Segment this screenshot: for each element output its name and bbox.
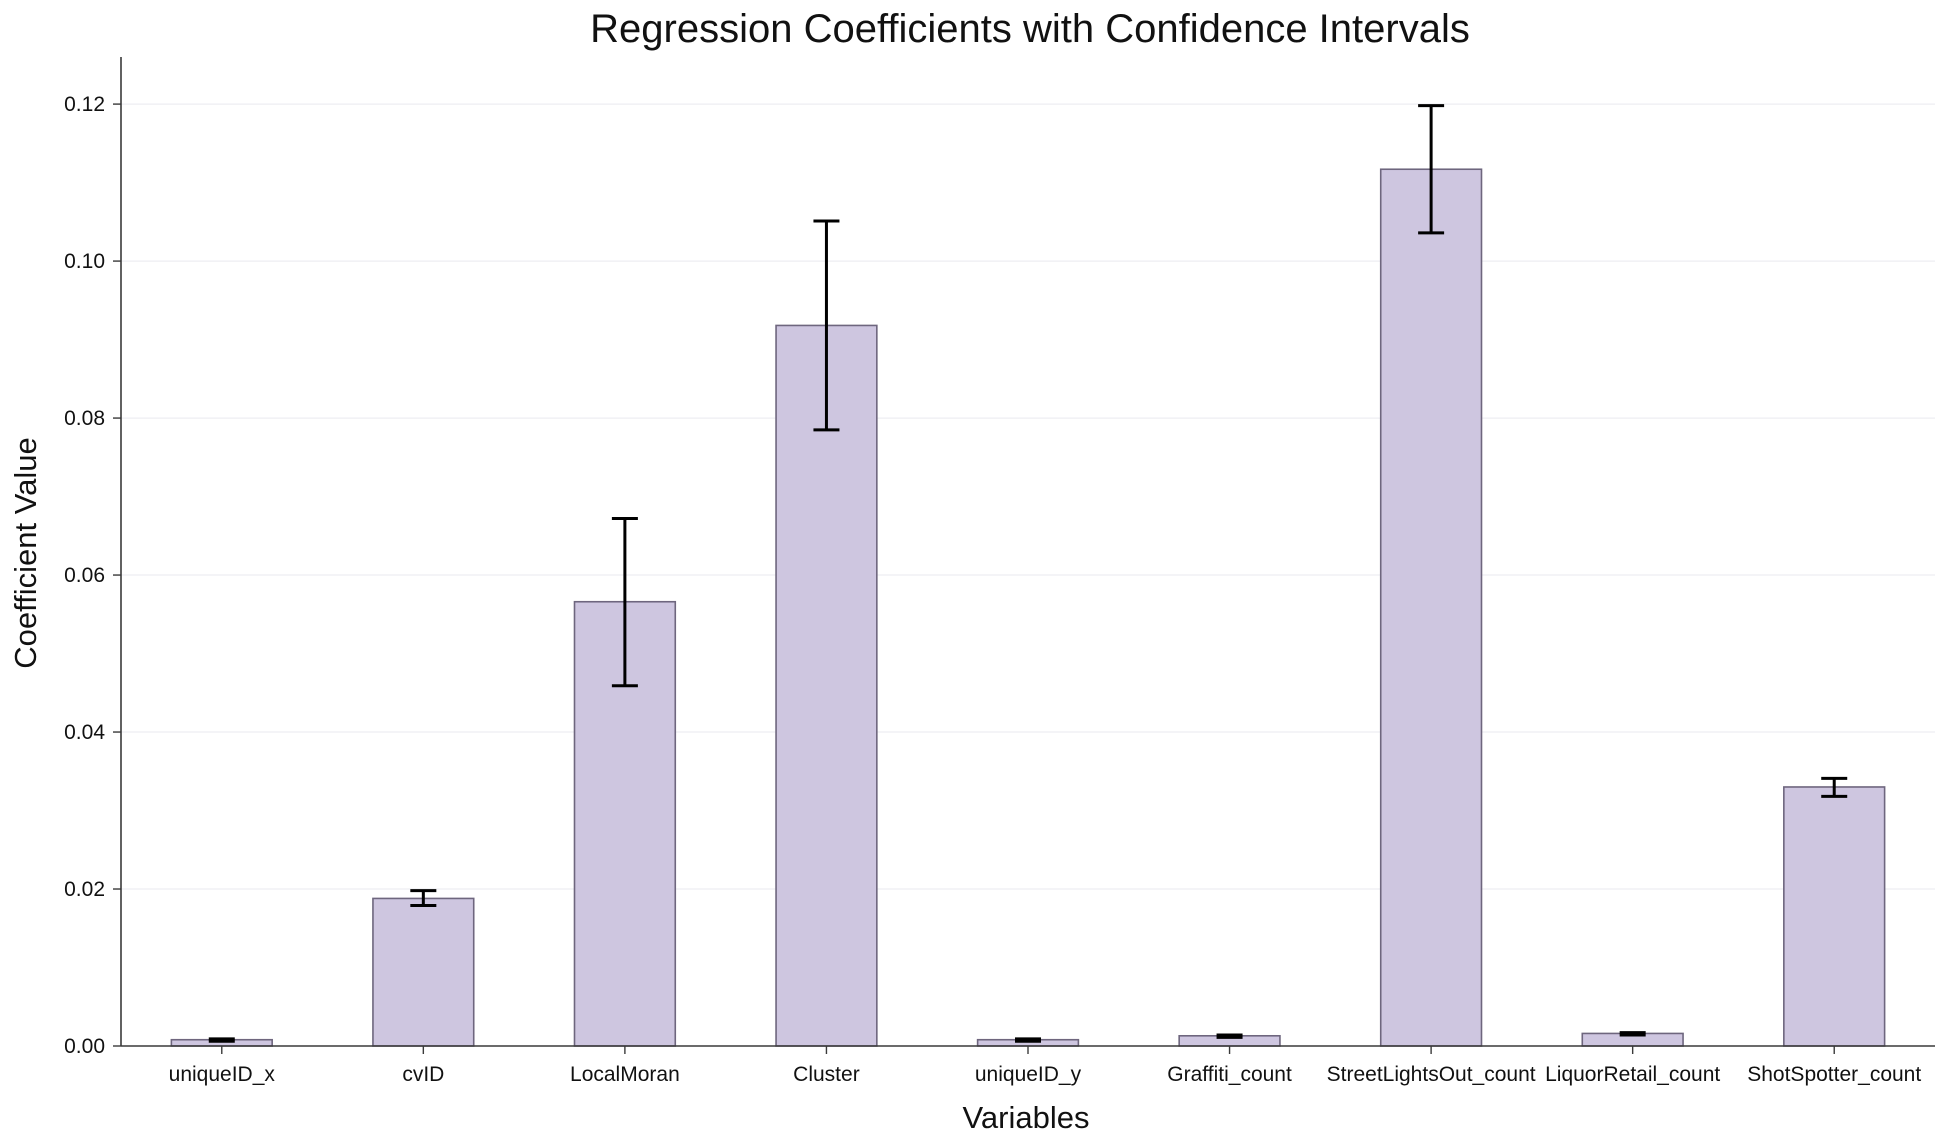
x-tick-label: Cluster xyxy=(793,1063,860,1086)
y-tick-label: 0.12 xyxy=(64,93,105,116)
x-axis-ticks: uniqueID_x cvID LocalMoran Cluster uniqueID_… xyxy=(169,1046,1921,1086)
y-tick-label: 0.04 xyxy=(64,721,105,744)
x-tick-label: Graffiti_count xyxy=(1167,1063,1292,1086)
y-tick-label: 0.10 xyxy=(64,250,105,273)
x-tick-label: cvID xyxy=(402,1063,444,1086)
x-tick-label: LiquorRetail_count xyxy=(1545,1063,1720,1086)
bars xyxy=(170,168,1886,1047)
x-tick-label: LocalMoran xyxy=(570,1063,680,1086)
y-tick-label: 0.06 xyxy=(64,564,105,587)
y-tick-label: 0.00 xyxy=(64,1035,105,1058)
y-tick-label: 0.02 xyxy=(64,878,105,901)
x-tick-label: ShotSpotter_count xyxy=(1747,1063,1921,1086)
y-axis-ticks: 0.00 0.02 0.04 0.06 0.08 0.10 0.12 xyxy=(64,93,121,1058)
bar xyxy=(775,324,878,1047)
y-axis-label: Coefficient Value xyxy=(8,437,43,669)
bar xyxy=(1379,168,1483,1047)
error-bars xyxy=(208,104,1848,1043)
chart-title: Regression Coefficients with Confidence … xyxy=(590,7,1470,51)
bar xyxy=(372,897,475,1047)
x-tick-label: uniqueID_x xyxy=(169,1063,276,1086)
bar xyxy=(1783,786,1886,1047)
y-tick-label: 0.08 xyxy=(64,407,105,430)
gridlines xyxy=(121,103,1935,1047)
x-tick-label: StreetLightsOut_count xyxy=(1327,1063,1536,1086)
x-axis-label: Variables xyxy=(963,1100,1090,1135)
x-tick-label: uniqueID_y xyxy=(975,1063,1082,1086)
